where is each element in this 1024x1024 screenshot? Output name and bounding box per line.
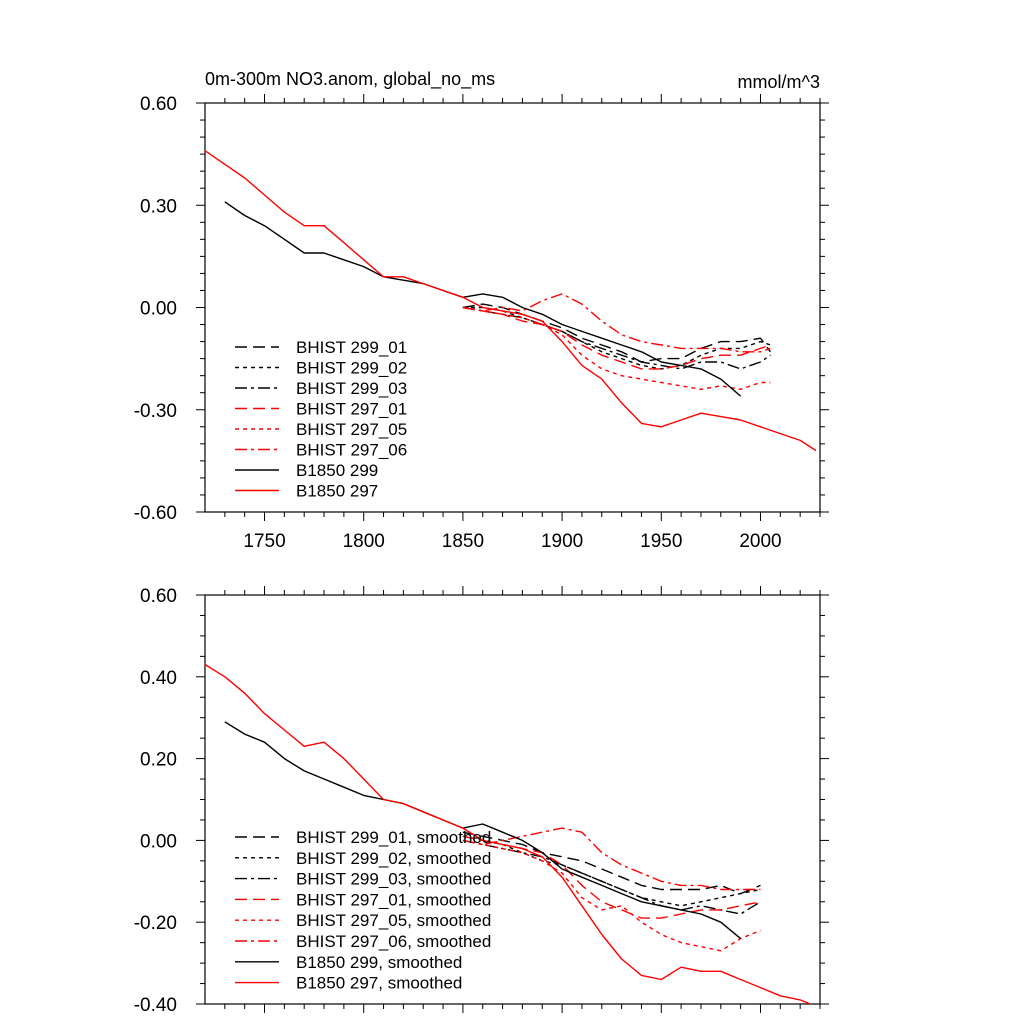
- y-tick-label: 0.20: [140, 750, 177, 771]
- legend-label: BHIST 297_05: [296, 420, 407, 439]
- legend-label: BHIST 297_06, smoothed: [296, 932, 491, 951]
- legend-label: B1850 299, smoothed: [296, 953, 462, 972]
- series-line: [224, 201, 742, 397]
- x-tick-label: 1850: [442, 531, 484, 552]
- series-line: [462, 306, 771, 370]
- series-line: [462, 293, 771, 353]
- series-line: [462, 306, 771, 370]
- y-tick-label: 0.60: [140, 586, 177, 607]
- series-line: [462, 835, 761, 907]
- top-chart-panel: 0m-300m NO3.anom, global_no_ms mmol/m^3 …: [134, 69, 829, 552]
- series-line: [462, 306, 771, 370]
- series-line: [462, 306, 771, 390]
- x-tick-label: 1800: [343, 531, 385, 552]
- legend-label: BHIST 297_05, smoothed: [296, 911, 491, 930]
- y-tick-label: -0.60: [134, 503, 177, 524]
- legend-label: B1850 297, smoothed: [296, 974, 462, 993]
- series-line: [462, 303, 771, 363]
- legend-label: BHIST 297_01: [296, 400, 407, 419]
- y-tick-label: -0.30: [134, 401, 177, 422]
- x-tick-label: 2000: [739, 531, 781, 552]
- legend-label: B1850 297: [296, 482, 378, 501]
- series-line: [204, 663, 811, 1005]
- legend-label: BHIST 299_01: [296, 338, 407, 357]
- series-line: [462, 839, 761, 952]
- legend-label: BHIST 299_03, smoothed: [296, 870, 491, 889]
- y-tick-label: 0.40: [140, 668, 177, 689]
- y-tick-label: -0.20: [134, 913, 177, 934]
- legend-label: B1850 299: [296, 461, 378, 480]
- y-tick-label: 0.00: [140, 299, 177, 320]
- bottom-chart-legend: BHIST 299_01, smoothed BHIST 299_02, smoo…: [235, 828, 491, 993]
- series-line: [224, 721, 742, 940]
- bottom-chart-series: [204, 663, 811, 1005]
- legend-label: BHIST 297_06: [296, 441, 407, 460]
- top-chart-axes: 1750 1800 1850 1900 1950 2000 0.60 0.30 0.00 -0.3…: [134, 94, 829, 552]
- top-chart-title: 0m-300m NO3.anom, global_no_ms: [205, 69, 495, 90]
- series-line: [204, 150, 817, 452]
- series-line: [462, 835, 761, 919]
- x-tick-label: 1750: [243, 531, 285, 552]
- x-tick-label: 1950: [640, 531, 682, 552]
- series-line: [462, 827, 761, 891]
- legend-label: BHIST 299_02, smoothed: [296, 849, 491, 868]
- legend-label: BHIST 299_02: [296, 359, 407, 378]
- top-chart-units: mmol/m^3: [738, 72, 820, 92]
- series-line: [462, 831, 761, 895]
- x-tick-label: 1900: [541, 531, 583, 552]
- legend-label: BHIST 297_01, smoothed: [296, 890, 491, 909]
- bottom-chart-panel: 0.60 0.40 0.20 0.00 -0.20 -0.40 BHIST 299_01,…: [134, 586, 829, 1016]
- y-tick-label: 0.30: [140, 196, 177, 217]
- bottom-chart-axes: 0.60 0.40 0.20 0.00 -0.20 -0.40: [134, 586, 829, 1016]
- y-tick-label: -0.40: [134, 995, 177, 1016]
- legend-label: BHIST 299_01, smoothed: [296, 828, 491, 847]
- y-tick-label: 0.60: [140, 94, 177, 115]
- legend-label: BHIST 299_03: [296, 379, 407, 398]
- y-tick-label: 0.00: [140, 831, 177, 852]
- series-line: [462, 839, 761, 915]
- top-chart-series: [204, 150, 817, 452]
